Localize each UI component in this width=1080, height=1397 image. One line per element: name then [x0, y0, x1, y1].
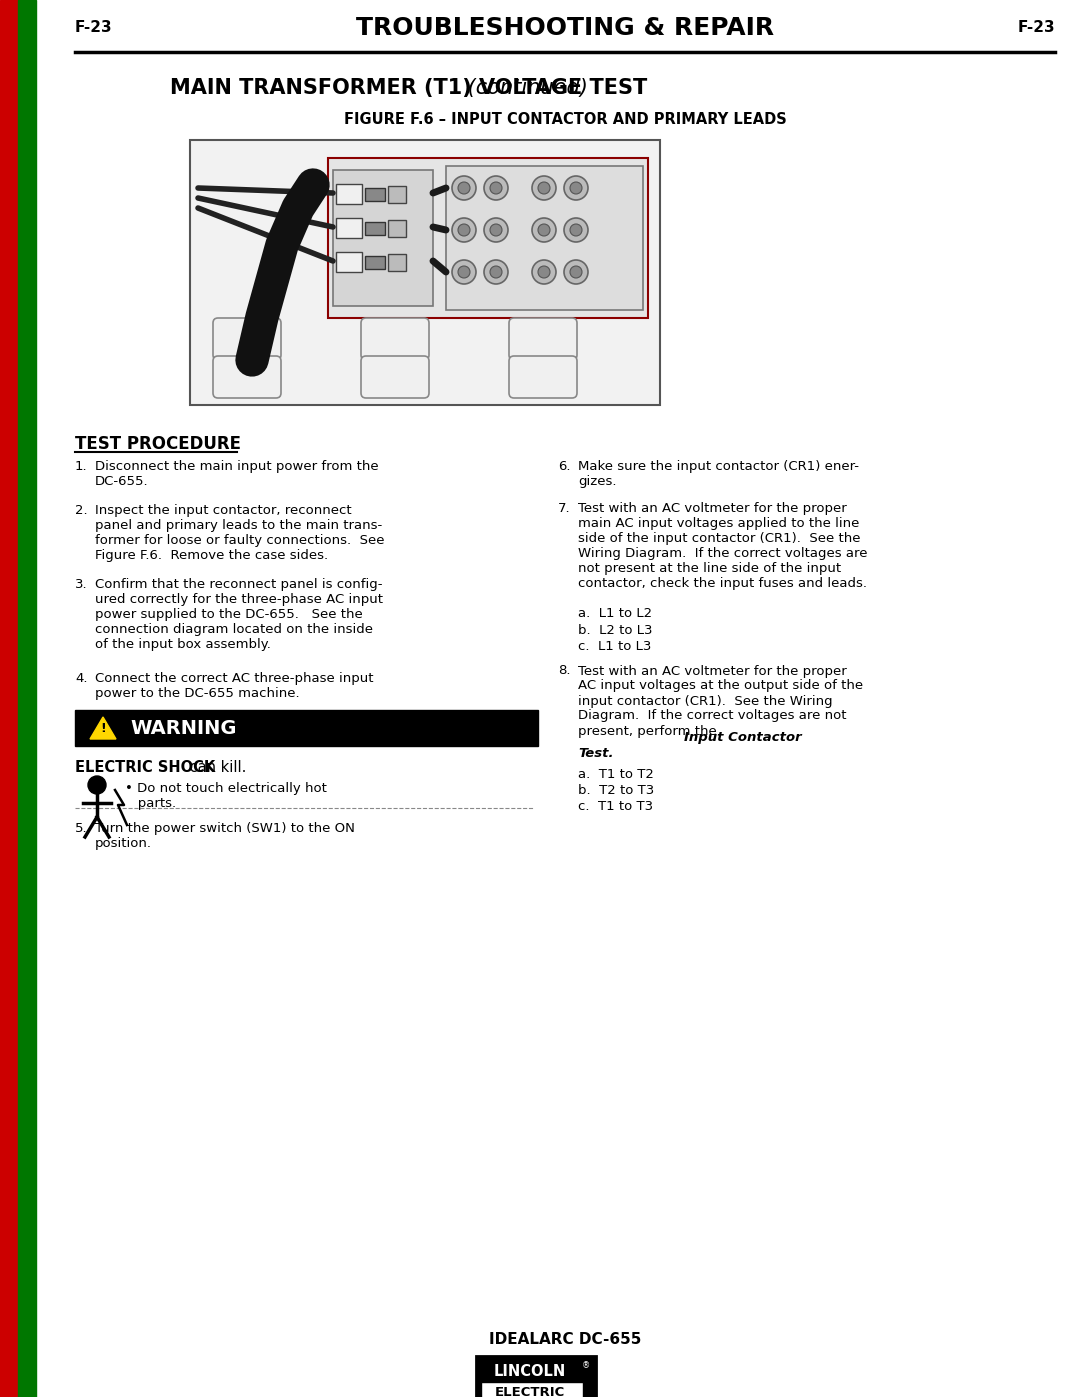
FancyBboxPatch shape: [213, 356, 281, 398]
Circle shape: [484, 218, 508, 242]
Text: Test with an AC voltmeter for the proper
AC input voltages at the output side of: Test with an AC voltmeter for the proper…: [578, 665, 863, 738]
FancyBboxPatch shape: [213, 319, 281, 360]
Text: Return to Section TOC: Return to Section TOC: [4, 1003, 14, 1116]
Bar: [365, 256, 384, 270]
FancyBboxPatch shape: [361, 356, 429, 398]
Text: WARNING: WARNING: [130, 718, 237, 738]
Text: 5.: 5.: [75, 821, 87, 835]
Bar: [388, 219, 406, 237]
Text: TEST PROCEDURE: TEST PROCEDURE: [75, 434, 241, 453]
Text: Confirm that the reconnect panel is config-
ured correctly for the three-phase A: Confirm that the reconnect panel is conf…: [95, 578, 383, 651]
Text: !: !: [100, 722, 106, 735]
Text: (continued): (continued): [461, 78, 588, 98]
Text: 2.: 2.: [75, 504, 87, 517]
Text: Return to Master TOC: Return to Master TOC: [23, 624, 31, 735]
Text: c.  L1 to L3: c. L1 to L3: [578, 640, 651, 652]
Circle shape: [564, 260, 588, 284]
Text: F-23: F-23: [1017, 21, 1055, 35]
Circle shape: [453, 260, 476, 284]
Text: MAIN TRANSFORMER (T1) VOLTAGE TEST: MAIN TRANSFORMER (T1) VOLTAGE TEST: [170, 78, 647, 98]
Text: 7.: 7.: [558, 502, 570, 515]
Text: a.  L1 to L2: a. L1 to L2: [578, 608, 652, 620]
Bar: [190, 140, 660, 405]
Circle shape: [484, 176, 508, 200]
Bar: [0, 0, 18, 1397]
Text: • Do not touch electrically hot
   parts.: • Do not touch electrically hot parts.: [125, 782, 327, 810]
FancyBboxPatch shape: [509, 319, 577, 360]
Circle shape: [490, 265, 502, 278]
Text: b.  L2 to L3: b. L2 to L3: [578, 623, 652, 637]
Text: can kill.: can kill.: [185, 760, 246, 775]
Text: 6.: 6.: [558, 460, 570, 474]
Text: F-23: F-23: [75, 21, 112, 35]
Text: 4.: 4.: [75, 672, 87, 685]
Text: Return to Section TOC: Return to Section TOC: [4, 623, 14, 736]
Text: 1.: 1.: [75, 460, 87, 474]
Circle shape: [458, 265, 470, 278]
Circle shape: [532, 218, 556, 242]
Text: Return to Master TOC: Return to Master TOC: [23, 175, 31, 285]
Text: ELECTRIC: ELECTRIC: [495, 1386, 565, 1397]
Circle shape: [490, 224, 502, 236]
Text: Make sure the input contactor (CR1) ener-
gizes.: Make sure the input contactor (CR1) ener…: [578, 460, 859, 488]
Text: FIGURE F.6 – INPUT CONTACTOR AND PRIMARY LEADS: FIGURE F.6 – INPUT CONTACTOR AND PRIMARY…: [343, 113, 786, 127]
Text: 8.: 8.: [558, 665, 570, 678]
Bar: [446, 166, 643, 310]
Bar: [365, 189, 384, 201]
Circle shape: [538, 265, 550, 278]
Bar: [336, 184, 362, 204]
Polygon shape: [90, 717, 116, 739]
Circle shape: [564, 176, 588, 200]
Text: ®: ®: [582, 1362, 591, 1370]
Bar: [75, 710, 538, 746]
Bar: [333, 170, 433, 306]
Circle shape: [458, 224, 470, 236]
Bar: [328, 158, 648, 319]
FancyBboxPatch shape: [361, 319, 429, 360]
Circle shape: [570, 224, 582, 236]
Text: 3.: 3.: [75, 578, 87, 591]
Text: Return to Master TOC: Return to Master TOC: [23, 1004, 31, 1115]
Bar: [388, 186, 406, 203]
Circle shape: [538, 182, 550, 194]
Text: LINCOLN: LINCOLN: [494, 1363, 566, 1379]
Bar: [336, 218, 362, 237]
Circle shape: [458, 182, 470, 194]
Text: Test.: Test.: [578, 747, 613, 760]
Circle shape: [453, 176, 476, 200]
Text: ELECTRIC SHOCK: ELECTRIC SHOCK: [75, 760, 215, 775]
Text: a.  T1 to T2: a. T1 to T2: [578, 767, 653, 781]
Circle shape: [490, 182, 502, 194]
Circle shape: [564, 218, 588, 242]
Text: b.  T2 to T3: b. T2 to T3: [578, 784, 654, 798]
Text: c.  T1 to T3: c. T1 to T3: [578, 800, 653, 813]
Bar: [476, 1356, 596, 1397]
FancyBboxPatch shape: [509, 356, 577, 398]
Text: Input Contactor: Input Contactor: [684, 731, 801, 743]
Circle shape: [538, 224, 550, 236]
Circle shape: [532, 176, 556, 200]
Text: Connect the correct AC three-phase input
power to the DC-655 machine.: Connect the correct AC three-phase input…: [95, 672, 374, 700]
Bar: [18, 0, 36, 1397]
Bar: [365, 222, 384, 235]
Circle shape: [532, 260, 556, 284]
Circle shape: [87, 775, 106, 793]
Text: Test with an AC voltmeter for the proper
main AC input voltages applied to the l: Test with an AC voltmeter for the proper…: [578, 502, 867, 590]
Circle shape: [570, 265, 582, 278]
Bar: [336, 251, 362, 272]
Circle shape: [570, 182, 582, 194]
Circle shape: [453, 218, 476, 242]
Circle shape: [484, 260, 508, 284]
Bar: [388, 254, 406, 271]
Text: Inspect the input contactor, reconnect
panel and primary leads to the main trans: Inspect the input contactor, reconnect p…: [95, 504, 384, 562]
Text: Disconnect the main input power from the
DC-655.: Disconnect the main input power from the…: [95, 460, 379, 488]
Text: IDEALARC DC-655: IDEALARC DC-655: [489, 1333, 642, 1348]
Text: Return to Section TOC: Return to Section TOC: [4, 173, 14, 286]
Bar: [481, 1382, 583, 1397]
Text: Turn the power switch (SW1) to the ON
position.: Turn the power switch (SW1) to the ON po…: [95, 821, 355, 849]
Text: TROUBLESHOOTING & REPAIR: TROUBLESHOOTING & REPAIR: [356, 15, 774, 41]
